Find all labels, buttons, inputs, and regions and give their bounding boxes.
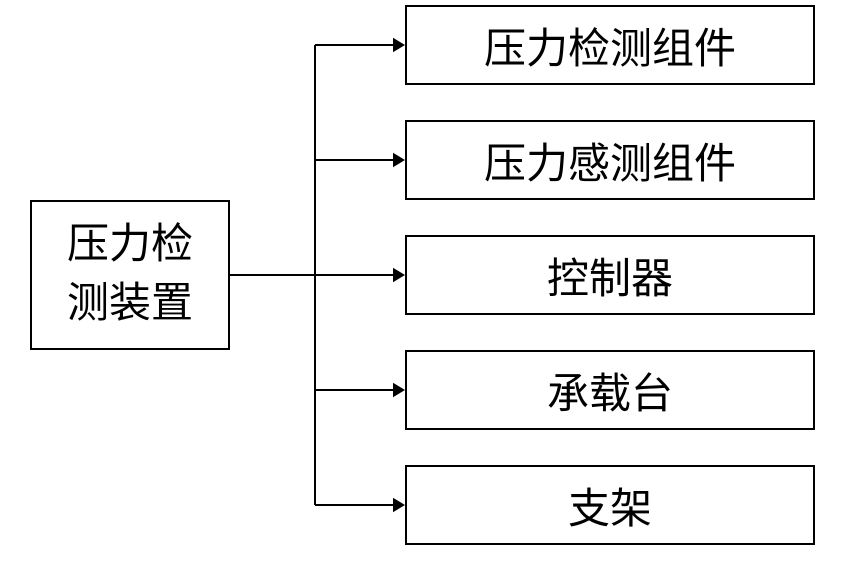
- child-label-2: 控制器: [547, 245, 673, 306]
- child-node-4: 支架: [405, 465, 815, 545]
- child-node-2: 控制器: [405, 235, 815, 315]
- root-node: 压力检测装置: [30, 200, 230, 350]
- child-node-3: 承载台: [405, 350, 815, 430]
- child-label-1: 压力感测组件: [484, 130, 736, 191]
- child-label-3: 承载台: [547, 360, 673, 421]
- child-label-4: 支架: [568, 475, 652, 536]
- child-label-0: 压力检测组件: [484, 15, 736, 76]
- child-node-1: 压力感测组件: [405, 120, 815, 200]
- root-label: 压力检测装置: [67, 216, 193, 334]
- child-node-0: 压力检测组件: [405, 5, 815, 85]
